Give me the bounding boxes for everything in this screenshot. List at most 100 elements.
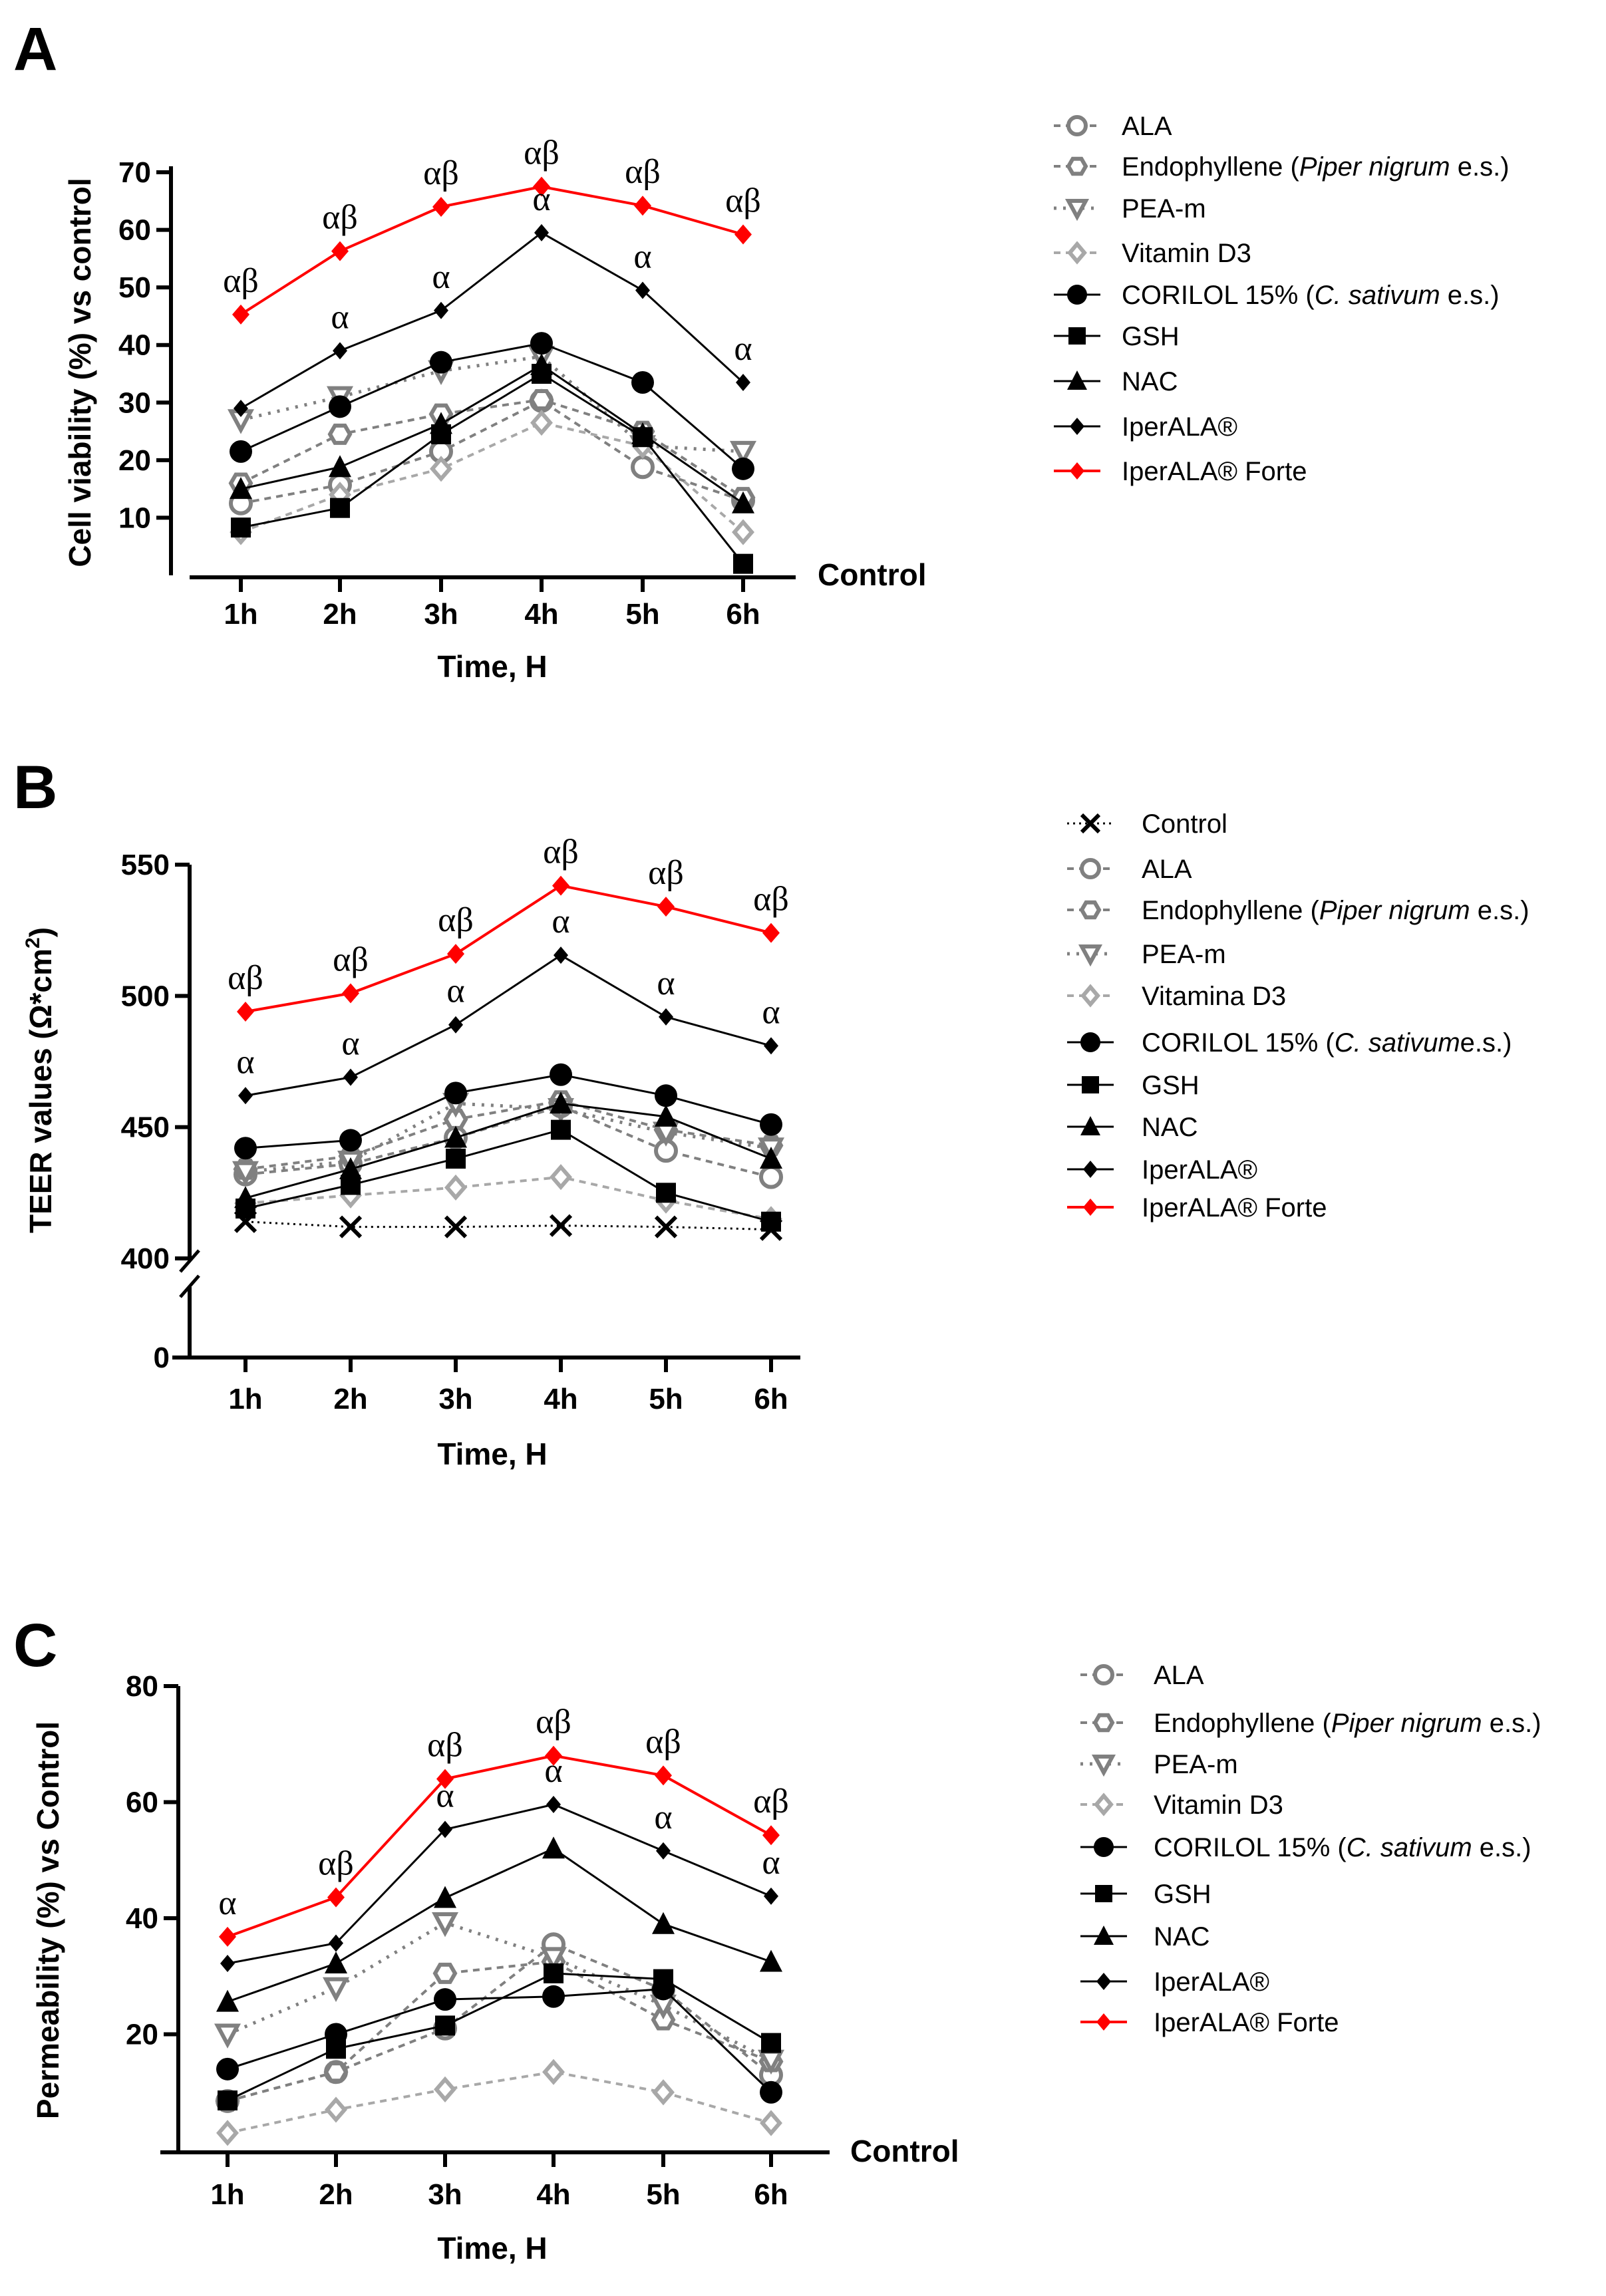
x-tick-label: 4h <box>536 2178 570 2211</box>
series-gsh <box>218 1963 781 2110</box>
series-iper <box>220 1795 778 1973</box>
legend-label: Vitamina D3 <box>1142 982 1286 1011</box>
significance-label: α <box>218 1884 236 1922</box>
data-point <box>762 923 780 943</box>
data-point <box>759 1165 783 1189</box>
data-point <box>651 2009 676 2031</box>
legend-label: Endophyllene (Piper nigrum e.s.) <box>1154 1709 1541 1738</box>
data-point <box>232 304 249 325</box>
series-iper <box>238 946 778 1105</box>
legend-label-part: Vitamin D3 <box>1122 239 1251 268</box>
data-point <box>734 224 752 245</box>
legend-label-part: GSH <box>1142 1071 1200 1100</box>
series-endo <box>228 388 756 509</box>
data-point <box>446 1149 466 1169</box>
legend-label: Endophyllene (Piper nigrum e.s.) <box>1122 152 1510 182</box>
data-point <box>326 2039 346 2059</box>
series-line <box>240 399 744 505</box>
data-point <box>331 241 349 261</box>
legend-label-part: e.s.) <box>1440 281 1500 310</box>
data-point <box>550 1063 572 1086</box>
legend-marker <box>1096 1973 1111 1990</box>
y-tick-label: 10 <box>118 502 151 534</box>
legend-label: NAC <box>1154 1922 1209 1951</box>
data-point <box>230 440 252 463</box>
data-point <box>447 944 464 964</box>
legend-marker <box>1094 1837 1114 1857</box>
data-point <box>216 1989 239 2012</box>
data-point <box>430 456 452 482</box>
x-tick-label: 5h <box>625 598 659 631</box>
significance-label: α <box>341 1025 359 1063</box>
series-line <box>227 1803 772 1965</box>
x-tick-label: 5h <box>646 2178 680 2211</box>
y-tick-label: 80 <box>126 1670 158 1703</box>
data-point <box>530 332 553 355</box>
legend-label: IperALA® <box>1142 1155 1257 1185</box>
legend-marker <box>1066 156 1088 176</box>
series-line <box>227 1754 772 1938</box>
data-point <box>444 1174 467 1201</box>
control-baseline-label: Control <box>818 557 927 592</box>
legend-label-part: PEA-m <box>1154 1750 1238 1779</box>
legend-label-part: e.s.) <box>1472 1833 1531 1862</box>
y-tick-label: 550 <box>121 849 170 881</box>
legend-label: ALA <box>1142 855 1192 884</box>
series-nac <box>234 1091 782 1209</box>
data-point <box>216 2057 239 2081</box>
legend-label: GSH <box>1142 1071 1200 1100</box>
data-point <box>760 2081 782 2104</box>
legend-label-part: PEA-m <box>1122 194 1206 223</box>
significance-label: αβ <box>536 1703 571 1741</box>
series-line <box>245 1175 772 1220</box>
legend-label-part: Piper nigrum <box>1331 1709 1482 1738</box>
legend-marker <box>1096 2013 1111 2031</box>
data-point <box>216 2120 239 2146</box>
legend-label: GSH <box>1154 1880 1211 1909</box>
legend-marker <box>1080 858 1101 879</box>
data-point <box>444 1081 467 1105</box>
legend-label: Endophyllene (Piper nigrum e.s.) <box>1142 896 1529 925</box>
data-point <box>654 1215 678 1238</box>
data-point <box>655 1765 672 1786</box>
y-tick-label: 20 <box>126 2019 158 2051</box>
significance-label: α <box>436 1777 454 1815</box>
legend-label-part: IperALA® Forte <box>1154 2008 1339 2037</box>
data-point <box>434 1988 456 2011</box>
data-point <box>329 455 351 478</box>
significance-label: αβ <box>318 1845 354 1883</box>
legend-label: ALA <box>1122 112 1172 141</box>
legend-marker <box>1068 327 1086 345</box>
series-gsh <box>236 1119 781 1232</box>
legend-marker <box>1067 241 1087 265</box>
data-point <box>530 410 553 436</box>
series-endo <box>215 1951 784 2112</box>
data-point <box>434 2076 456 2102</box>
legend-marker <box>1066 115 1088 136</box>
x-axis-label: Time, H <box>437 2231 547 2265</box>
significance-label: α <box>446 972 464 1010</box>
legend-marker <box>1083 1199 1098 1216</box>
data-point <box>432 1962 458 1984</box>
control-baseline-label: Control <box>850 2134 959 2168</box>
legend-label-part: CORILOL 15% ( <box>1142 1028 1335 1058</box>
legend-label: IperALA® Forte <box>1122 457 1307 486</box>
data-point <box>760 1949 782 1972</box>
data-point <box>234 1137 257 1160</box>
series-line <box>245 1102 772 1199</box>
data-point <box>631 455 655 480</box>
data-point <box>218 2090 238 2110</box>
data-point <box>550 1164 572 1191</box>
y-tick-label: 70 <box>118 156 151 189</box>
legend-marker <box>1091 1755 1116 1777</box>
significance-label: α <box>236 1043 254 1081</box>
legend-label-part: Endophyllene ( <box>1122 152 1300 182</box>
significance-label: α <box>532 180 550 218</box>
series-pea <box>214 1912 785 2075</box>
data-point <box>444 1215 468 1238</box>
significance-label: α <box>734 330 752 368</box>
legend-label-part: Vitamin D3 <box>1154 1791 1283 1820</box>
significance-label: α <box>633 237 651 275</box>
data-point <box>329 1934 343 1952</box>
x-tick-label: 2h <box>323 598 357 631</box>
